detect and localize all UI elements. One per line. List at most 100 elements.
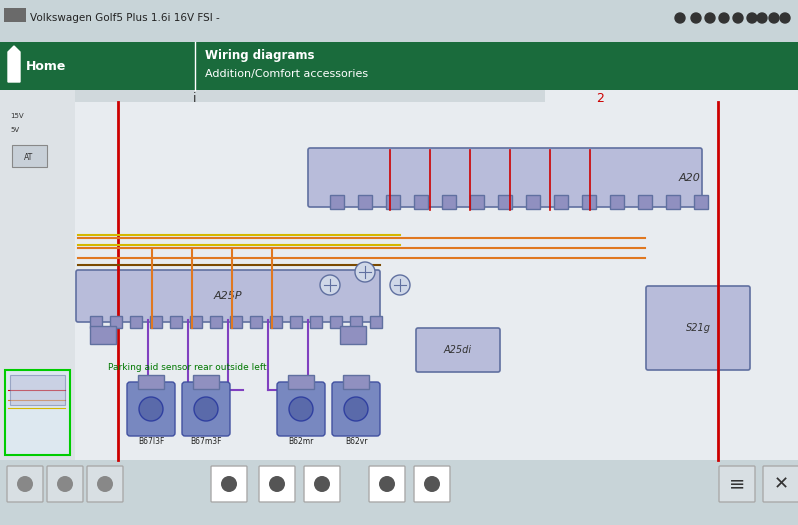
Bar [138,375,164,389]
Text: AT: AT [25,152,34,162]
Bar [330,195,344,209]
FancyBboxPatch shape [76,270,380,322]
Circle shape [194,397,218,421]
FancyBboxPatch shape [259,466,295,502]
Text: B67l3F: B67l3F [138,437,164,446]
Text: i: i [193,91,197,104]
Bar [370,316,382,328]
Circle shape [97,476,113,492]
Text: B62mr: B62mr [288,437,314,446]
FancyBboxPatch shape [646,286,750,370]
Text: S21g: S21g [685,323,710,333]
Bar [210,316,222,328]
Bar [90,316,102,328]
Bar [250,316,262,328]
Bar [414,195,428,209]
Bar [554,195,568,209]
FancyBboxPatch shape [304,466,340,502]
Bar [4,8,26,22]
FancyBboxPatch shape [277,382,325,436]
Bar [110,316,122,328]
Text: 2: 2 [596,91,604,104]
Text: 5V: 5V [10,127,19,133]
Text: 15V: 15V [10,113,24,119]
Bar [498,195,512,209]
Circle shape [314,476,330,492]
Bar [150,316,162,328]
Bar [386,195,400,209]
Bar [350,316,362,328]
FancyBboxPatch shape [719,466,755,502]
Bar [0,0,798,42]
Bar [0,42,798,90]
Circle shape [733,13,743,23]
Bar [193,375,219,389]
FancyBboxPatch shape [7,466,43,502]
Bar [90,326,116,344]
Text: A20: A20 [679,173,701,183]
Text: B67m3F: B67m3F [190,437,222,446]
Bar [343,375,369,389]
FancyBboxPatch shape [308,148,702,207]
Bar [526,195,540,209]
Bar [340,326,366,344]
FancyBboxPatch shape [416,328,500,372]
Bar [12,145,47,167]
FancyBboxPatch shape [182,382,230,436]
Bar [130,316,142,328]
Text: Home: Home [26,60,66,74]
Circle shape [355,262,375,282]
FancyBboxPatch shape [414,466,450,502]
Bar [310,316,322,328]
Bar [358,195,372,209]
Bar [288,375,314,389]
Bar [290,316,302,328]
Text: Wiring diagrams: Wiring diagrams [205,49,314,62]
Bar [0,462,798,525]
Bar [75,90,545,102]
Circle shape [289,397,313,421]
Circle shape [379,476,395,492]
Circle shape [221,476,237,492]
Text: ✕: ✕ [773,475,788,493]
Bar [230,316,242,328]
Polygon shape [8,46,20,82]
Text: Addition/Comfort accessories: Addition/Comfort accessories [205,69,368,79]
Circle shape [424,476,440,492]
Bar [10,375,65,405]
Circle shape [17,476,33,492]
Bar [0,90,798,460]
FancyBboxPatch shape [211,466,247,502]
Circle shape [57,476,73,492]
Circle shape [691,13,701,23]
Circle shape [675,13,685,23]
Bar [666,195,680,209]
Text: A25di: A25di [444,345,472,355]
FancyBboxPatch shape [127,382,175,436]
Circle shape [705,13,715,23]
Circle shape [390,275,410,295]
Bar [330,316,342,328]
Bar [270,316,282,328]
FancyBboxPatch shape [332,382,380,436]
FancyBboxPatch shape [87,466,123,502]
Bar [610,195,624,209]
Text: B62vr: B62vr [345,437,367,446]
Circle shape [269,476,285,492]
Text: Parking aid sensor rear outside left: Parking aid sensor rear outside left [108,363,267,373]
Circle shape [719,13,729,23]
Circle shape [769,13,779,23]
Circle shape [780,13,790,23]
Circle shape [757,13,767,23]
FancyBboxPatch shape [763,466,798,502]
Bar [582,195,596,209]
Circle shape [139,397,163,421]
Circle shape [747,13,757,23]
Circle shape [344,397,368,421]
FancyBboxPatch shape [369,466,405,502]
Bar [0,90,75,460]
Bar [470,195,484,209]
Circle shape [320,275,340,295]
Bar [170,316,182,328]
FancyBboxPatch shape [47,466,83,502]
